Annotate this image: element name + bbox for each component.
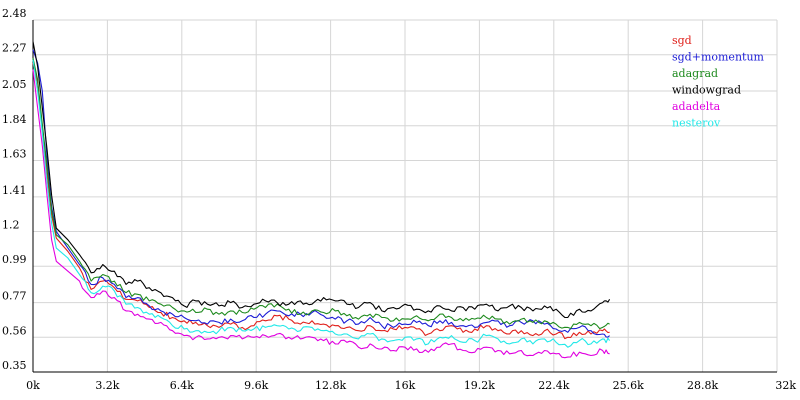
x-tick-label: 25.6k — [613, 379, 644, 392]
legend: sgd sgd+momentum adagrad windowgrad adadelta… — [672, 34, 765, 130]
series-line-windowgrad — [32, 41, 611, 319]
x-tick-label: 22.4k — [538, 379, 569, 392]
series-line-sgd-momentum — [32, 49, 610, 338]
y-tick-label: 2.05 — [2, 78, 27, 91]
legend-entry: sgd+momentum — [672, 51, 765, 64]
x-tick-label: 19.2k — [464, 379, 495, 392]
legend-entry: adadelta — [672, 100, 721, 113]
legend-entry: nesterov — [672, 117, 721, 130]
x-tick-label: 28.8k — [687, 379, 718, 392]
series-lines — [32, 41, 611, 359]
series-line-adadelta — [32, 69, 610, 359]
y-tick-label: 1.2 — [2, 219, 20, 232]
y-tick-label: 0.35 — [2, 359, 27, 372]
series-line-adagrad — [32, 57, 610, 330]
x-tick-label: 6.4k — [170, 379, 194, 392]
legend-entry: sgd — [672, 34, 692, 47]
y-tick-label: 1.41 — [2, 184, 27, 197]
x-tick-label: 9.6k — [244, 379, 268, 392]
y-tick-label: 0.99 — [2, 253, 27, 266]
x-tick-label: 12.8k — [315, 379, 346, 392]
x-tick-label: 16k — [395, 379, 416, 392]
series-line-sgd — [32, 62, 610, 340]
x-tick-label: 32k — [775, 379, 796, 392]
series-line-nesterov — [32, 59, 611, 348]
y-tick-label: 0.77 — [2, 290, 27, 303]
legend-entry: windowgrad — [672, 84, 741, 97]
tick-labels: 0.35 0.56 0.77 0.99 1.2 1.41 1.63 1.84 2.05 2.27 2… — [2, 7, 796, 392]
x-tick-label: 3.2k — [95, 379, 119, 392]
y-tick-label: 0.56 — [2, 324, 27, 337]
y-tick-label: 2.48 — [2, 7, 27, 20]
y-tick-label: 1.63 — [2, 147, 27, 160]
x-tick-label: 0k — [26, 379, 40, 392]
legend-entry: adagrad — [672, 67, 718, 80]
axes — [32, 20, 777, 373]
y-tick-label: 2.27 — [2, 42, 27, 55]
y-tick-label: 1.84 — [2, 113, 27, 126]
